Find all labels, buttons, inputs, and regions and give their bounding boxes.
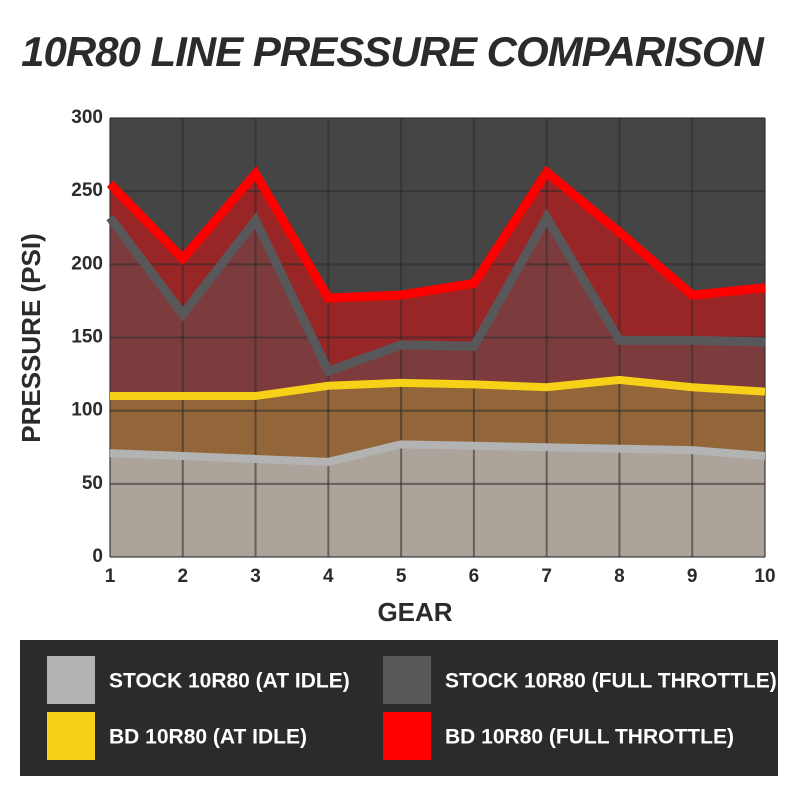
lines [106, 165, 766, 466]
series-line [106, 208, 766, 377]
x-tick-label: 1 [105, 566, 116, 587]
x-tick-label: 2 [177, 566, 188, 587]
x-tick-label: 7 [541, 566, 552, 587]
y-tick-label: 0 [92, 546, 103, 567]
x-tick-label: 6 [469, 566, 480, 587]
series-line [110, 375, 766, 401]
legend-label: BD 10R80 (AT IDLE) [109, 726, 307, 749]
series-line [109, 440, 766, 466]
legend-label: STOCK 10R80 (AT IDLE) [109, 670, 350, 693]
x-tick-label: 9 [687, 566, 698, 587]
y-tick-label: 250 [71, 180, 103, 201]
legend-swatch [383, 656, 431, 704]
x-tick-label: 3 [250, 566, 261, 587]
legend-swatch [47, 656, 95, 704]
y-axis-label: PRESSURE (PSI) [16, 233, 46, 443]
y-tick-label: 200 [71, 253, 103, 274]
series-area [110, 444, 765, 557]
chart-title: 10R80 LINE PRESSURE COMPARISON [21, 28, 765, 75]
y-tick-label: 300 [71, 107, 103, 128]
legend: STOCK 10R80 (AT IDLE) STOCK 10R80 (FULL T… [47, 656, 777, 760]
y-tick-label: 100 [71, 400, 103, 421]
x-axis-label: GEAR [377, 597, 452, 627]
legend-label: STOCK 10R80 (FULL THROTTLE) [445, 670, 777, 693]
x-tick-label: 4 [323, 566, 334, 587]
legend-swatch [383, 712, 431, 760]
x-tick-label: 10 [754, 566, 775, 587]
y-tick-label: 150 [71, 327, 103, 348]
y-tick-label: 50 [82, 473, 103, 494]
series-line [106, 165, 766, 303]
legend-label: BD 10R80 (FULL THROTTLE) [445, 726, 734, 749]
x-tick-label: 8 [614, 566, 625, 587]
legend-swatch [47, 712, 95, 760]
x-tick-label: 5 [396, 566, 407, 587]
